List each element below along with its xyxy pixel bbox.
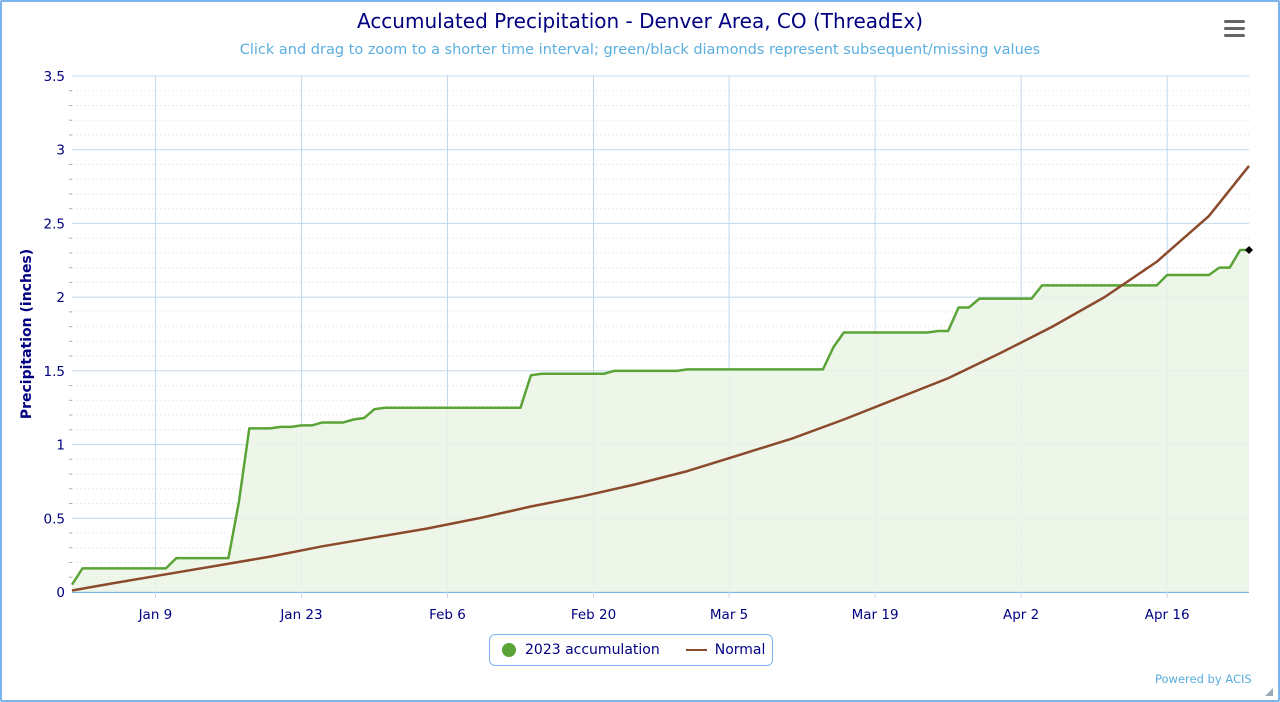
- legend-dot-icon: [502, 643, 516, 657]
- accumulation-line[interactable]: [70, 248, 1249, 586]
- x-tick-label: Apr 16: [1145, 607, 1190, 623]
- x-tick-label: Feb 20: [571, 607, 616, 623]
- normal-line[interactable]: [71, 165, 1250, 592]
- y-tick-label: 0: [56, 585, 65, 601]
- x-tick-label: Apr 2: [1003, 607, 1039, 623]
- legend-item-normal[interactable]: Normal: [660, 642, 766, 658]
- x-tick-label: Mar 5: [710, 607, 748, 623]
- y-tick-label: 2: [56, 290, 65, 306]
- x-tick-label: Mar 19: [852, 607, 899, 623]
- resize-handle-icon[interactable]: [1265, 688, 1273, 696]
- legend: 2023 accumulation Normal: [489, 634, 773, 666]
- legend-line-icon: [685, 649, 707, 651]
- legend-label: Normal: [714, 642, 766, 658]
- y-tick-label: 0.5: [44, 511, 65, 527]
- x-tick-label: Jan 9: [138, 607, 173, 623]
- accumulation-area: [72, 249, 1249, 593]
- y-tick-label: 3.5: [44, 69, 65, 85]
- y-tick-label: 3: [56, 143, 65, 159]
- x-tick-label: Feb 6: [429, 607, 466, 623]
- missing-value-diamond-icon[interactable]: [1245, 245, 1253, 254]
- chart-title: Accumulated Precipitation - Denver Area,…: [356, 9, 924, 33]
- y-axis-title: Precipitation (inches): [19, 249, 35, 419]
- legend-item-2023-accumulation[interactable]: 2023 accumulation: [490, 642, 660, 658]
- x-tick-label: Jan 23: [279, 607, 322, 623]
- hamburger-icon[interactable]: [1220, 16, 1248, 42]
- credits-link[interactable]: Powered by ACIS: [1155, 672, 1252, 686]
- y-tick-label: 2.5: [44, 216, 65, 232]
- legend-label: 2023 accumulation: [525, 642, 660, 658]
- chart-subtitle: Click and drag to zoom to a shorter time…: [239, 42, 1041, 58]
- y-tick-label: 1.5: [44, 364, 65, 380]
- y-tick-label: 1: [56, 438, 65, 454]
